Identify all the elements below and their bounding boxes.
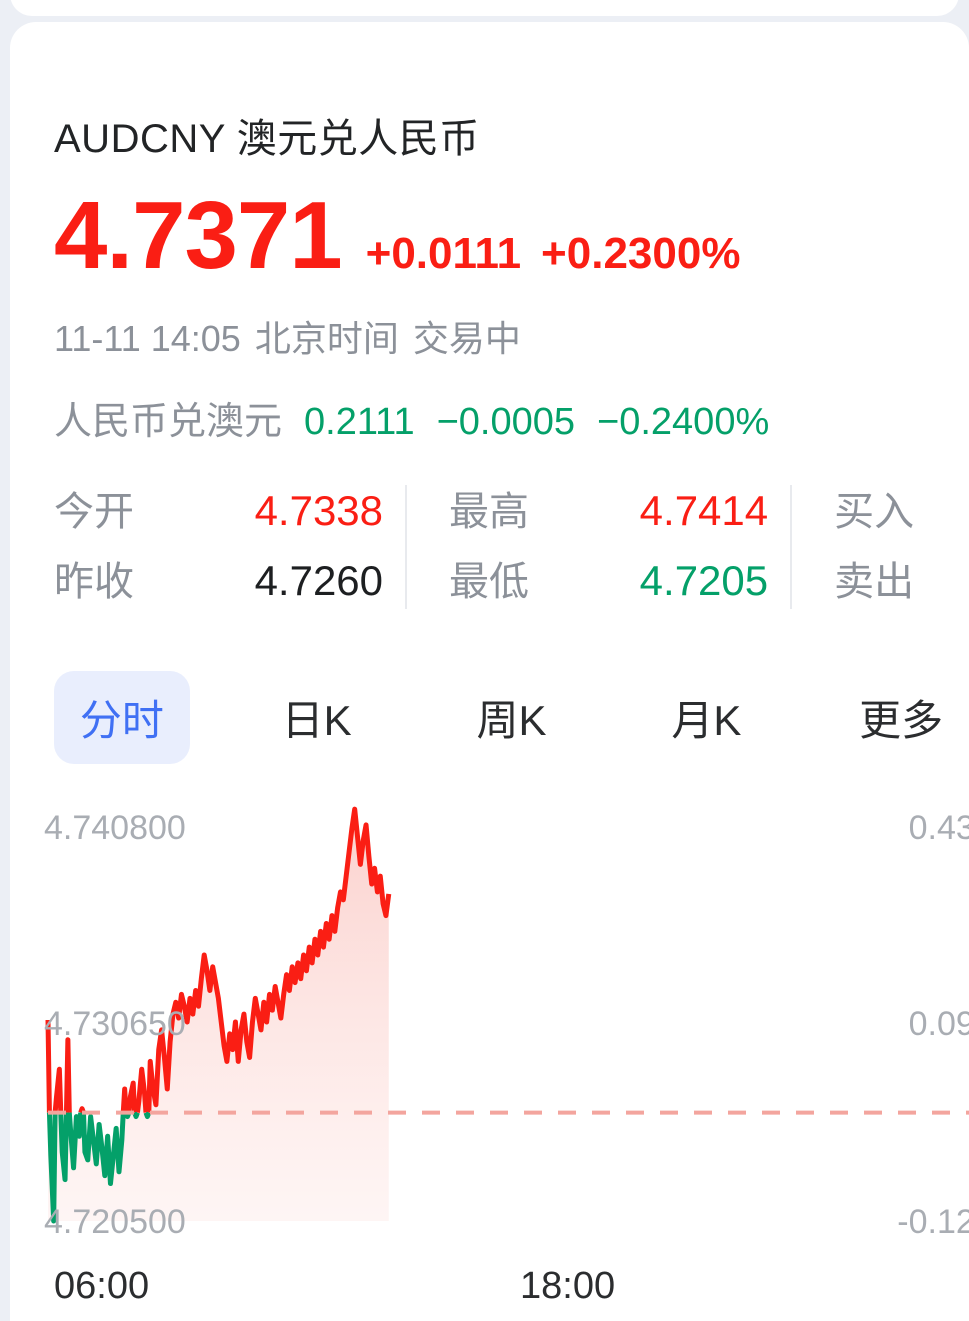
inverse-rate-price: 0.2111 [304,401,415,443]
x-axis-label-start: 06:00 [54,1265,150,1307]
chart-line-down [46,1111,152,1224]
inverse-rate-change: −0.0005 [436,401,576,443]
stat-low: 最低 4.7205 [449,549,790,619]
stat-open: 今开 4.7338 [54,479,405,549]
current-price: 4.7371 [54,182,343,289]
intraday-chart[interactable]: 4.740800 4.730650 4.720500 0.43% 0.09% -… [10,791,969,1261]
stat-high-value: 4.7414 [639,487,769,534]
price-row: 4.7371 +0.0111 +0.2300% [10,164,969,284]
stat-prev-close-value: 4.7260 [254,557,384,604]
inverse-rate-row[interactable]: 人民币兑澳元 0.2111 −0.0005 −0.2400% [10,362,969,445]
stat-bid: 买入 [834,479,969,549]
stat-open-label: 今开 [54,490,134,534]
inverse-rate-change-percent: −0.2400% [597,401,770,443]
stat-bid-label: 买入 [834,490,915,534]
tab-more[interactable]: 更多 [859,696,944,744]
stats-column-1: 今开 4.7338 昨收 4.7260 [10,479,405,619]
y-axis-pct-label-top: 0.43% [908,809,969,847]
background-card-sliver [10,0,959,16]
quote-timestamp-row: 11-11 14:05 北京时间 交易中 [10,284,969,362]
chart-line-up [45,806,392,1114]
tab-intraday[interactable]: 分时 [54,670,190,764]
tab-weekly-k[interactable]: 周K [476,696,547,744]
stats-column-3: 买入 卖出 [790,479,969,619]
y-axis-label-mid: 4.730650 [44,1005,186,1043]
intraday-chart-svg[interactable] [10,791,969,1261]
market-status: 交易中 [412,318,521,359]
stat-high-label: 最高 [449,490,530,534]
stat-prev-close-label: 昨收 [54,560,134,604]
stats-column-2: 最高 4.7414 最低 4.7205 [405,479,790,619]
x-axis-label-mid: 18:00 [520,1265,616,1307]
quote-timestamp: 11-11 14:05 [54,318,241,359]
tab-monthly-k[interactable]: 月K [671,696,742,744]
stat-open-value: 4.7338 [254,487,384,534]
stat-ask: 卖出 [834,549,969,619]
quote-card: AUDCNY 澳元兑人民币 4.7371 +0.0111 +0.2300% 11… [10,22,969,1321]
stat-low-label: 最低 [449,560,530,604]
chart-tab-bar: 分时 日K 周K 月K 更多 [10,669,969,765]
stat-ask-label: 卖出 [834,560,915,604]
y-axis-pct-label-bottom: -0.12% [897,1203,969,1241]
tab-daily-k[interactable]: 日K [281,696,352,744]
price-change-percent: +0.2300% [541,229,741,278]
price-change-absolute: +0.0111 [365,229,522,278]
stat-low-value: 4.7205 [639,557,769,604]
y-axis-label-bottom: 4.720500 [44,1203,186,1241]
quote-timezone: 北京时间 [254,318,399,359]
y-axis-pct-label-mid: 0.09% [908,1005,969,1043]
y-axis-label-top: 4.740800 [44,809,186,847]
inverse-rate-label: 人民币兑澳元 [54,401,283,443]
stats-grid: 今开 4.7338 昨收 4.7260 最高 4.7414 最低 4.7205 … [10,445,969,619]
chart-x-axis: 06:00 18:00 [10,1261,969,1321]
page-title: AUDCNY 澳元兑人民币 [54,117,480,161]
stat-prev-close: 昨收 4.7260 [54,549,405,619]
stat-high: 最高 4.7414 [449,479,790,549]
